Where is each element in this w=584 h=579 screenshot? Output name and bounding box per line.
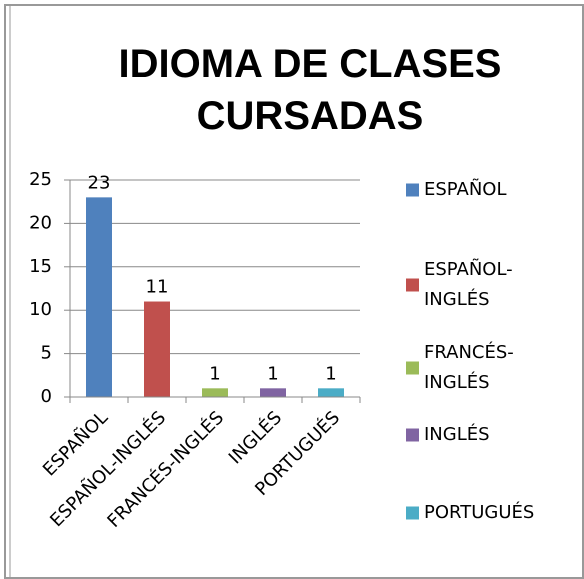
y-tick-label: 10 (29, 299, 52, 320)
data-label: 1 (209, 363, 220, 384)
legend-label: ESPAÑOL (424, 179, 507, 200)
y-tick-label: 20 (29, 212, 52, 233)
data-label: 1 (325, 363, 336, 384)
data-label: 1 (267, 363, 278, 384)
y-tick-label: 15 (29, 256, 52, 277)
data-label: 11 (146, 277, 169, 298)
legend-label: PORTUGUÉS (424, 502, 535, 523)
bar (86, 197, 112, 397)
frame (4, 4, 584, 579)
legend-swatch (406, 428, 419, 442)
legend-label: ESPAÑOL-INGLÉS (424, 259, 513, 310)
bar (318, 388, 344, 397)
bar (202, 388, 228, 397)
y-tick-label: 25 (29, 169, 52, 190)
legend-label: FRANCÉS-INGLÉS (424, 342, 514, 393)
legend-swatch (406, 361, 419, 375)
legend-swatch (406, 183, 419, 197)
legend-swatch (406, 506, 419, 520)
legend-label: INGLÉS (424, 424, 490, 445)
legend-swatch (406, 278, 419, 292)
data-label: 23 (88, 172, 111, 193)
y-tick-label: 5 (41, 343, 52, 364)
bar (260, 388, 286, 397)
chart-title: IDIOMA DE CLASES CURSADAS (118, 42, 502, 138)
bar (144, 301, 170, 397)
y-tick-label: 0 (41, 386, 52, 407)
